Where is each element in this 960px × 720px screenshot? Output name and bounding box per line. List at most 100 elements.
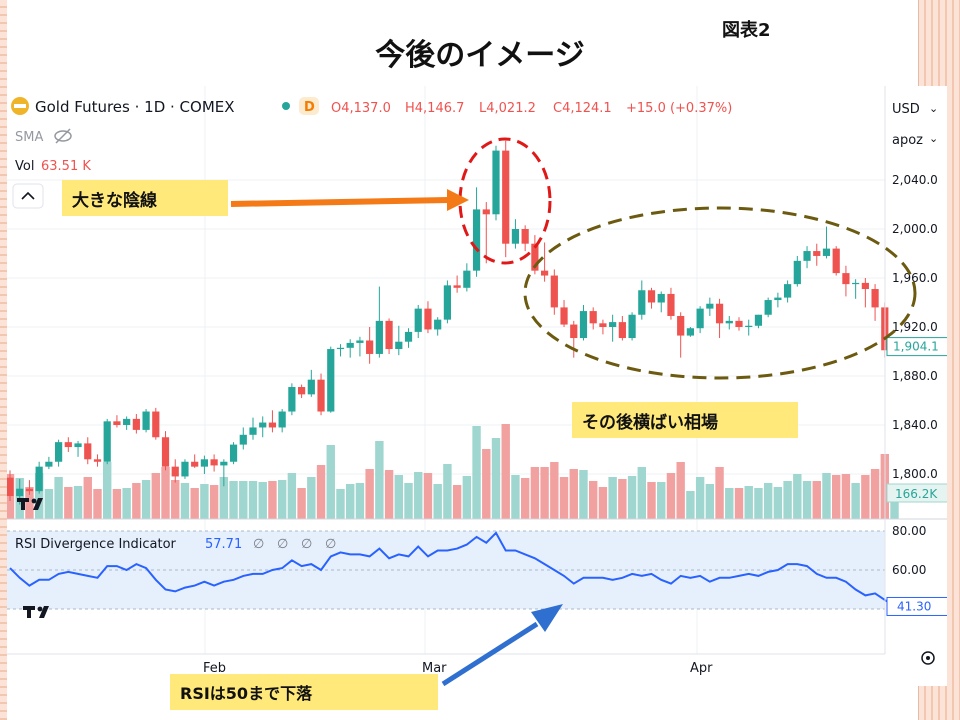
candle-body [443, 285, 451, 320]
volume-bar [841, 474, 851, 519]
volume-bar [705, 484, 715, 519]
volume-bar [44, 489, 54, 519]
candle-body [336, 347, 345, 350]
vol-value: 63.51 K [41, 159, 91, 174]
volume-bar [277, 480, 287, 519]
rsi-last-tag: 41.30 [886, 596, 950, 616]
rsi-tick-label: 80.00 [892, 524, 926, 538]
volume-bar [141, 480, 151, 519]
candle-body [278, 411, 286, 428]
candle-body [774, 297, 782, 301]
candle-body [327, 349, 335, 412]
volume-bar [336, 489, 345, 519]
candle-body [453, 285, 461, 288]
volume-bar [209, 485, 219, 519]
volume-bar [540, 467, 549, 519]
candle-body [677, 315, 685, 336]
volume-bar [132, 483, 141, 519]
volume-bar [676, 462, 685, 519]
volume-bar [151, 473, 160, 519]
volume-bar [443, 464, 452, 519]
sma-label[interactable]: SMA [15, 130, 43, 145]
volume-bar [851, 483, 860, 519]
collapse-button[interactable] [12, 183, 44, 209]
volume-bar [423, 473, 433, 519]
volume-bar [511, 475, 520, 519]
candle-body [64, 442, 72, 448]
candle-body [735, 320, 743, 327]
volume-bar [589, 481, 598, 519]
price-tick-label: 1,880.0 [892, 369, 938, 383]
candle-body [385, 320, 393, 350]
candle-body [404, 331, 413, 342]
volume-bar [462, 476, 472, 519]
volume-bar [112, 489, 122, 519]
candle-body [191, 461, 199, 467]
candle-body [395, 341, 403, 350]
volume-bar [414, 472, 423, 519]
volume-bar [579, 470, 588, 519]
rsi-name[interactable]: RSI Divergence Indicator [15, 537, 177, 552]
candle-body [638, 290, 646, 315]
candle-body [725, 320, 733, 324]
candle-body [852, 282, 860, 285]
volume-bar [637, 467, 646, 519]
volume-bar [559, 477, 569, 519]
chevron-up-icon [21, 191, 35, 200]
volume-bar [608, 477, 617, 519]
volume-bar [695, 477, 705, 519]
candle-body [715, 303, 724, 324]
currency-chevron-icon[interactable]: ⌄ [929, 102, 938, 115]
candle-body [784, 284, 792, 298]
candle-body [570, 324, 578, 339]
chart-frame: Gold Futures · 1D · COMEX D O4,137.0 H4,… [5, 86, 950, 687]
candle-body [560, 307, 568, 325]
time-label-mar: Mar [422, 661, 447, 676]
candle-body [220, 461, 228, 466]
candle-body [472, 209, 481, 271]
volume-bar [287, 473, 297, 519]
volume-bar [365, 469, 374, 519]
candle-body [764, 300, 772, 315]
slide-left-border [0, 0, 7, 720]
symbol-title[interactable]: Gold Futures · 1D · COMEX [35, 98, 235, 116]
candle-body [6, 477, 14, 497]
candle-body [84, 443, 92, 460]
time-label-feb: Feb [203, 661, 226, 676]
volume-bar [501, 424, 510, 519]
volume-bar [346, 484, 355, 519]
volume-bar [763, 483, 773, 519]
slide-title: 今後のイメージ [375, 38, 585, 73]
currency-select[interactable]: USD [892, 102, 920, 117]
market-status-dot [282, 102, 290, 110]
candle-body [434, 319, 442, 330]
candle-body [414, 308, 422, 332]
volume-bar [598, 487, 608, 519]
candle-body [657, 293, 665, 303]
candle-body [541, 270, 549, 276]
volume-bar [190, 488, 199, 519]
candle-body [142, 411, 150, 430]
scale-mode-select[interactable]: apoz [892, 133, 923, 148]
eye-off-icon[interactable] [54, 128, 72, 144]
candle-body [132, 418, 140, 430]
volume-bar [734, 488, 744, 519]
candle-body [842, 273, 850, 285]
candle-body [482, 209, 490, 215]
rsi-last-value: 41.30 [897, 599, 931, 613]
volume-bar [715, 467, 724, 519]
volume-bar [472, 426, 481, 519]
candle-body [16, 488, 24, 497]
rsi-extra-1: ∅ [253, 537, 264, 552]
candle-body [745, 325, 753, 327]
scale-chevron-icon[interactable]: ⌄ [929, 132, 938, 145]
candle-body [288, 387, 296, 412]
last-volume-value: 166.2K [895, 487, 938, 501]
settings-gear-icon[interactable] [921, 651, 935, 665]
volume-bar [219, 477, 229, 519]
candle-body [152, 411, 160, 438]
candle-body [307, 379, 315, 395]
volume-bar [161, 467, 170, 519]
price-tick-label: 2,000.0 [892, 222, 938, 236]
candle-body [259, 422, 267, 428]
